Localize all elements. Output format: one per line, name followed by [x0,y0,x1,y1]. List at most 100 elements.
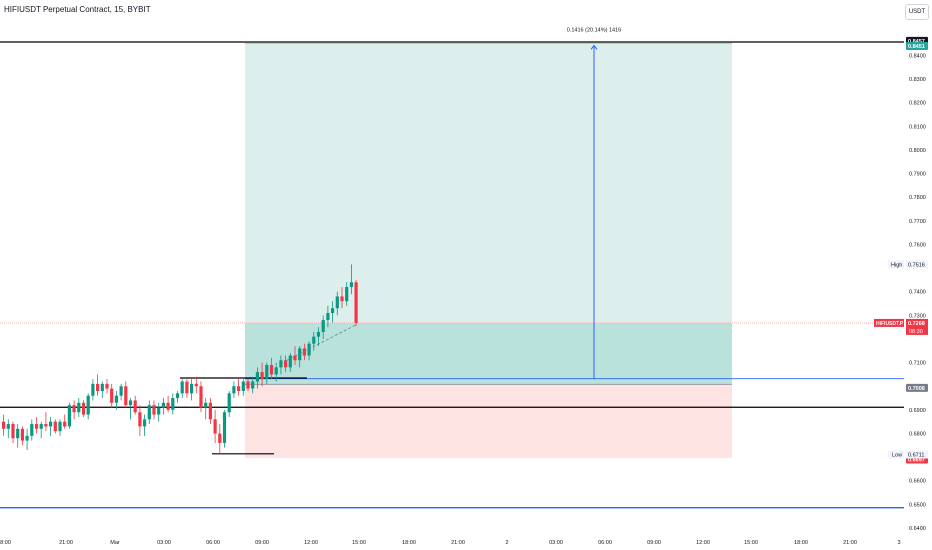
time-tick-label: 12:00 [304,540,318,546]
price-tick-label: 0.8300 [909,77,926,83]
high-tag-bg [888,260,904,269]
price-tick-label: 0.6400 [909,526,926,532]
candle-body [284,360,288,368]
candle-body [274,367,278,375]
candle-body [77,402,81,413]
candle-body [279,360,283,368]
candle-body [237,386,241,391]
price-tick-label: 0.8200 [909,101,926,107]
target-price-bg [906,42,928,51]
candle-body [44,424,48,427]
candle-body [152,405,156,415]
candle-body [222,412,227,443]
time-tick-label: 3 [897,540,900,546]
candle-body [6,424,10,429]
candle-body [302,348,306,356]
candle-body [345,287,349,302]
time-tick-label: 18:00 [402,540,416,546]
candle-body [190,383,194,394]
price-tick-label: 0.7300 [909,313,926,319]
price-tick-label: 0.8400 [909,53,926,59]
time-tick-label: 2 [505,540,508,546]
candle-body [86,395,90,415]
candle-body [11,424,15,439]
price-tick-label: 0.6500 [909,502,926,508]
candle-body [269,364,274,375]
candle-body [260,372,264,380]
candle-body [157,407,161,415]
candle-body [288,355,292,368]
candle-body [20,428,24,441]
candle-body [265,364,269,380]
low-label: Low [892,453,902,459]
candle-body [91,383,95,396]
candle-body [241,381,245,391]
current-price-bg [906,318,928,335]
time-tick-label: 18:00 [794,540,808,546]
price-tick-label: 0.6800 [909,431,926,437]
chart-title: HIFIUSDT Perpetual Contract, 15, BYBIT [4,5,151,14]
currency-button[interactable]: USDT [905,4,929,20]
candle-body [255,372,259,382]
profit-zone [245,43,732,323]
candle-body [119,386,123,396]
candle-body [49,421,53,427]
loss-zone [245,384,732,458]
candle-body [316,331,321,337]
candle-body [100,383,104,391]
time-tick-label: 09:00 [255,540,269,546]
candle-body [171,398,175,410]
price-tick-label: 0.7700 [909,219,926,225]
candle-body [185,381,189,394]
candle-body [194,383,198,387]
candle-body [180,381,184,394]
candle-body [312,336,316,344]
low-price-bg [906,450,928,459]
candle-body [246,381,250,389]
low-tag-bg [888,450,904,459]
price-tick-label: 0.6600 [909,479,926,485]
candle-body [307,343,311,356]
high-price-bg [906,260,928,269]
candle-body [81,402,86,415]
candle-body [298,348,302,361]
current-price-value: 0.7268 [908,321,925,327]
candle-body [199,386,203,408]
time-tick-label: 09:00 [647,540,661,546]
top-line-price: 0.8457 [908,39,925,45]
candle-body [25,435,29,441]
countdown-value: 08:30 [909,329,923,335]
candle-body [124,386,128,406]
candle-body [67,405,71,427]
time-tick-label: 06:00 [206,540,220,546]
time-tick-label: 12:00 [696,540,710,546]
candle-body [2,421,6,429]
time-tick-label: 21:00 [843,540,857,546]
candle-body [175,393,180,399]
candle-body [96,383,100,391]
entry-price: 0.7008 [908,386,925,392]
candle-body [128,400,133,406]
stop-price: 0.6697 [908,457,925,463]
open-profit-zone [245,322,732,385]
measure-label: 0.1416 (20.14%) 1416 [567,27,621,33]
candle-body [72,405,76,413]
candle-body [354,282,358,323]
high-label: High [891,262,902,268]
candle-body [204,402,208,408]
current-symbol-bg [874,318,904,327]
candle-body [227,393,231,413]
candle-body [321,320,325,332]
time-tick-label: 21:00 [451,540,465,546]
candle-body [16,428,20,439]
price-tick-label: 0.7600 [909,242,926,248]
candle-body [138,412,142,427]
target-price: 0.8451 [908,44,925,50]
candle-body [331,308,335,313]
trend-line[interactable] [285,323,358,362]
price-tick-label: 0.8000 [909,148,926,154]
time-tick-label: 03:00 [157,540,171,546]
candle-body [326,312,330,321]
candle-body [335,296,339,309]
